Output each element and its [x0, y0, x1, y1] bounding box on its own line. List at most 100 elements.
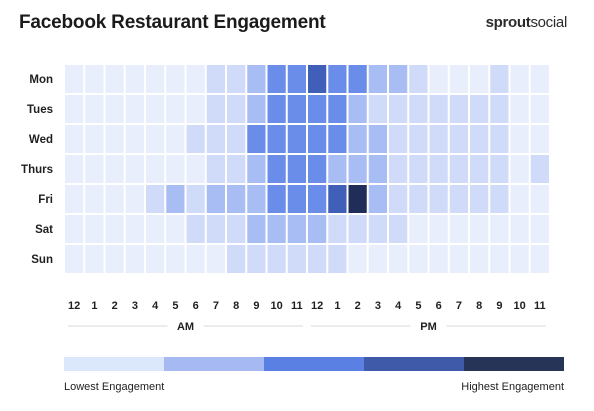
- heatmap-cell: [206, 185, 225, 213]
- heatmap-cell: [348, 155, 367, 183]
- heatmap-cell: [247, 215, 266, 243]
- chart-title: Facebook Restaurant Engagement: [19, 12, 326, 33]
- heatmap-cell: [227, 185, 246, 213]
- heatmap-cell: [490, 95, 509, 123]
- heatmap-cell: [449, 245, 468, 273]
- heatmap-cell: [348, 245, 367, 273]
- heatmap-cell: [186, 245, 205, 273]
- heatmap-cell: [186, 155, 205, 183]
- heatmap-cell: [65, 155, 84, 183]
- heatmap-cell: [166, 215, 185, 243]
- heatmap-cell: [449, 125, 468, 153]
- hour-tick-label: 11: [291, 300, 303, 312]
- row-label: Thurs: [21, 164, 53, 176]
- heatmap-cell: [510, 215, 529, 243]
- row-label: Tues: [27, 104, 53, 116]
- row-label: Sun: [31, 254, 53, 266]
- heatmap-cell: [287, 245, 306, 273]
- heatmap-cell: [85, 125, 104, 153]
- heatmap-cell: [429, 215, 448, 243]
- heatmap-cell: [146, 65, 165, 93]
- heatmap-cell: [328, 95, 347, 123]
- hour-tick-label: 10: [271, 300, 283, 312]
- heatmap-cell: [328, 215, 347, 243]
- heatmap-cell: [470, 95, 489, 123]
- heatmap-cell: [328, 65, 347, 93]
- heatmap-cell: [206, 155, 225, 183]
- heatmap-cell: [510, 125, 529, 153]
- brand-logo: sproutsocial: [485, 14, 568, 31]
- hour-tick-label: 7: [213, 300, 219, 312]
- heatmap-cell: [490, 215, 509, 243]
- heatmap-cell: [308, 245, 327, 273]
- legend-swatch: [64, 357, 164, 371]
- heatmap-cell: [105, 185, 124, 213]
- heatmap-cell: [409, 155, 428, 183]
- heatmap-cell: [308, 65, 327, 93]
- legend-swatch: [364, 357, 464, 371]
- heatmap-cell: [328, 245, 347, 273]
- heatmap-cell: [510, 245, 529, 273]
- heatmap-cell: [125, 65, 144, 93]
- heatmap-cell: [368, 95, 387, 123]
- heatmap-cell: [267, 215, 286, 243]
- heatmap-cell: [247, 155, 266, 183]
- heatmap-cell: [227, 125, 246, 153]
- hour-tick-label: 5: [172, 300, 178, 312]
- heatmap-cell: [267, 65, 286, 93]
- heatmap-cell: [247, 125, 266, 153]
- heatmap-cell: [125, 185, 144, 213]
- legend-swatch: [164, 357, 264, 371]
- heatmap-cell: [530, 215, 549, 243]
- heatmap-cell: [287, 185, 306, 213]
- heatmap-cell: [166, 95, 185, 123]
- heatmap-cell: [267, 155, 286, 183]
- heatmap-cell: [287, 215, 306, 243]
- heatmap-cell: [287, 155, 306, 183]
- hour-tick-label: 7: [456, 300, 462, 312]
- heatmap-cell: [510, 95, 529, 123]
- heatmap-cell: [308, 155, 327, 183]
- heatmap-cell: [105, 95, 124, 123]
- heatmap-cell: [348, 65, 367, 93]
- heatmap-cell: [429, 185, 448, 213]
- heatmap-cell: [125, 215, 144, 243]
- heatmap-cell: [267, 185, 286, 213]
- heatmap-cell: [227, 215, 246, 243]
- heatmap-cell: [206, 95, 225, 123]
- heatmap-cell: [105, 65, 124, 93]
- heatmap-cell: [65, 125, 84, 153]
- legend-low-label: Lowest Engagement: [64, 381, 165, 393]
- heatmap-cell: [166, 125, 185, 153]
- heatmap-cell: [65, 65, 84, 93]
- heatmap-cell: [146, 185, 165, 213]
- hour-tick-label: 9: [253, 300, 259, 312]
- heatmap-cell: [227, 95, 246, 123]
- heatmap-cell: [105, 125, 124, 153]
- heatmap-cell: [368, 155, 387, 183]
- hour-tick-label: 8: [233, 300, 239, 312]
- heatmap-cell: [85, 155, 104, 183]
- heatmap-cell: [267, 245, 286, 273]
- heatmap-cell: [308, 215, 327, 243]
- hour-tick-label: 3: [132, 300, 138, 312]
- heatmap-cell: [125, 245, 144, 273]
- heatmap-cell: [348, 185, 367, 213]
- heatmap-cell: [490, 185, 509, 213]
- heatmap-cell: [409, 185, 428, 213]
- heatmap-cell: [146, 155, 165, 183]
- heatmap-cell: [429, 125, 448, 153]
- heatmap-cell: [348, 95, 367, 123]
- heatmap-cell: [510, 155, 529, 183]
- row-label: Sat: [35, 224, 53, 236]
- heatmap-cell: [368, 65, 387, 93]
- heatmap-cell: [287, 95, 306, 123]
- heatmap-cell: [490, 65, 509, 93]
- heatmap-cell: [490, 155, 509, 183]
- heatmap-cell: [125, 95, 144, 123]
- heatmap-cell: [65, 185, 84, 213]
- brand-logo-bold: sprout: [485, 14, 531, 31]
- heatmap-cell: [389, 65, 408, 93]
- heatmap-cell: [308, 95, 327, 123]
- heatmap-cell: [247, 245, 266, 273]
